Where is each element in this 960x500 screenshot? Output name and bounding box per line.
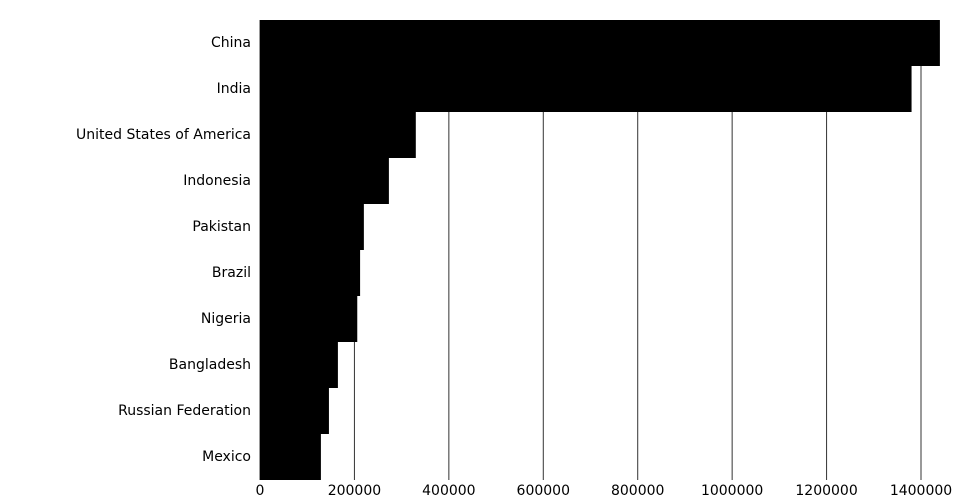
y-tick-label: United States of America — [76, 127, 251, 143]
x-tick-label: 1200000 — [795, 483, 857, 499]
y-tick-label: China — [211, 35, 251, 51]
bar — [260, 388, 329, 434]
y-tick-label: Russian Federation — [118, 403, 251, 419]
x-tick-label: 0 — [256, 483, 265, 499]
bar — [260, 66, 912, 112]
y-tick-label: Pakistan — [192, 219, 251, 235]
bar — [260, 158, 389, 204]
y-tick-label: India — [217, 81, 251, 97]
y-tick-label: Indonesia — [183, 173, 251, 189]
x-tick-label: 600000 — [517, 483, 570, 499]
bar — [260, 296, 358, 342]
bar — [260, 204, 364, 250]
x-tick-label: 200000 — [328, 483, 381, 499]
bar — [260, 20, 940, 66]
y-tick-label: Nigeria — [201, 311, 251, 327]
bar — [260, 250, 361, 296]
x-tick-label: 1400000 — [890, 483, 952, 499]
y-tick-label: Mexico — [202, 449, 251, 465]
x-tick-label: 400000 — [422, 483, 475, 499]
bar — [260, 342, 338, 388]
y-tick-label: Brazil — [212, 265, 251, 281]
bar — [260, 434, 321, 480]
y-tick-label: Bangladesh — [169, 357, 251, 373]
bar — [260, 112, 416, 158]
x-tick-label: 800000 — [611, 483, 664, 499]
x-tick-label: 1000000 — [701, 483, 763, 499]
